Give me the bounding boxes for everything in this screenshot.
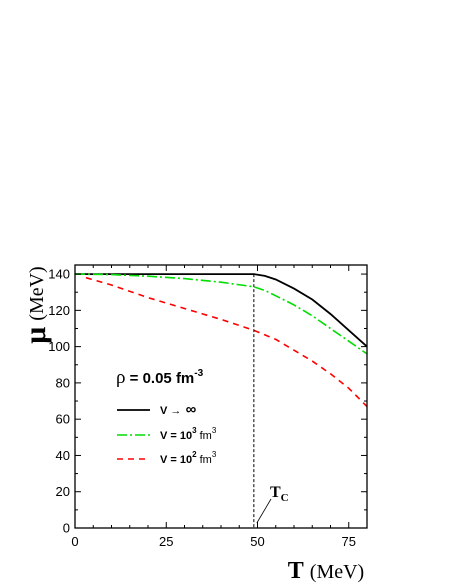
tc-label: TC: [270, 484, 289, 504]
x-tick-label: 25: [159, 534, 173, 549]
legend-part: fm: [197, 454, 212, 466]
tc-main: T: [270, 484, 281, 501]
series-line-3: [85, 276, 368, 408]
rho-symbol: ρ: [116, 367, 125, 388]
y-tick-label: 60: [56, 412, 70, 427]
series-layer: [74, 273, 368, 408]
rho-exponent: -3: [194, 368, 203, 379]
legend-part: 2: [192, 450, 197, 459]
x-axis-symbol: T: [288, 558, 304, 584]
legend-label-3: V = 102 fm3: [160, 450, 217, 466]
y-tick-label: 120: [48, 303, 70, 318]
axes-layer: 0 25 50 75 0 20 40 60 80 100 120 140: [48, 264, 368, 549]
tc-sub: C: [281, 492, 289, 504]
legend-label-1: V → ∞: [160, 401, 197, 418]
y-tick-label: 80: [56, 375, 70, 390]
y-axis-title: μ (MeV): [19, 266, 52, 343]
legend-part: fm: [197, 430, 212, 442]
x-axis-title: T (MeV): [288, 558, 364, 584]
legend-part: V = 10: [160, 430, 192, 442]
series-line-1: [75, 273, 368, 348]
legend-part: ∞: [181, 401, 196, 418]
y-tick-label: 20: [56, 484, 70, 499]
tc-pointer-line: [256, 498, 272, 524]
legend-part: →: [170, 405, 181, 417]
x-tick-label: 50: [250, 534, 264, 549]
density-annotation: ρ = 0.05 fm-3: [116, 367, 204, 388]
legend-part: 3: [212, 426, 217, 435]
legend-label-2: V = 103 fm3: [160, 426, 217, 442]
x-tick-label: 0: [71, 534, 78, 549]
svg-text:μ(MeV): μ (MeV): [19, 266, 52, 343]
rho-text: = 0.05 fm: [125, 370, 194, 387]
legend-part: 3: [212, 450, 217, 459]
x-tick-label: 75: [342, 534, 356, 549]
legend-part: V: [160, 405, 170, 417]
y-tick-label: 40: [56, 448, 70, 463]
tc-annotation: TC: [256, 484, 289, 524]
legend-part: V = 10: [160, 454, 192, 466]
legend-part: 3: [192, 426, 197, 435]
y-axis-symbol: μ: [19, 327, 52, 344]
x-axis-unit: (MeV): [310, 561, 364, 583]
plot-frame: [74, 264, 368, 529]
y-tick-label: 0: [63, 521, 70, 536]
y-axis-unit: (MeV): [26, 266, 48, 320]
y-tick-label: 100: [48, 339, 70, 354]
y-tick-label: 140: [48, 267, 70, 282]
series-line-2: [74, 273, 368, 355]
